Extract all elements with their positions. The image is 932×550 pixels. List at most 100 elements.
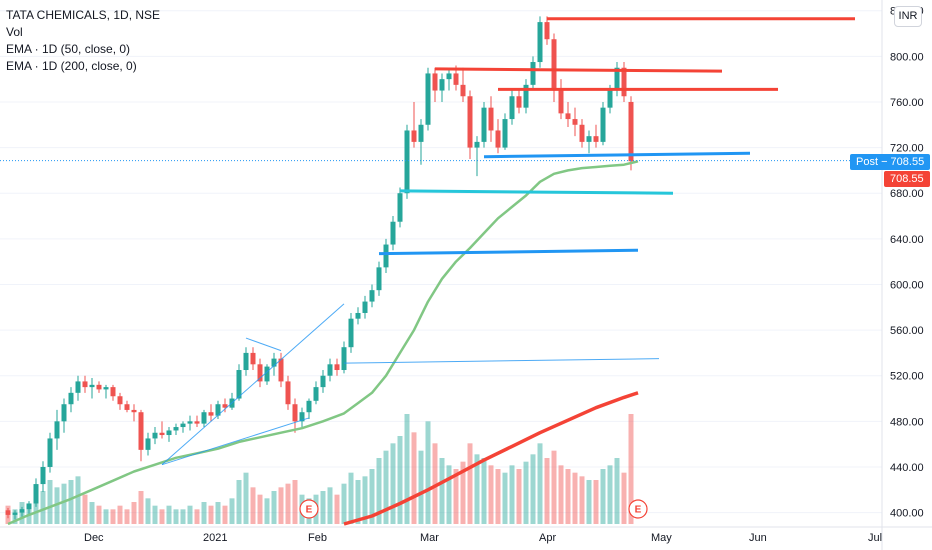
candle-body bbox=[110, 387, 116, 397]
earnings-marker-label: E bbox=[306, 505, 313, 516]
volume-bar bbox=[530, 454, 536, 524]
y-tick-label: 680.00 bbox=[890, 188, 924, 200]
volume-bar bbox=[278, 487, 284, 524]
candle-body bbox=[236, 370, 242, 399]
volume-bar bbox=[292, 480, 298, 524]
volume-bar bbox=[61, 483, 67, 524]
volume-bar bbox=[194, 509, 200, 524]
candle-body bbox=[432, 73, 438, 91]
volume-bar bbox=[390, 443, 396, 524]
volume-bar bbox=[607, 465, 613, 524]
candle-body bbox=[40, 466, 46, 485]
candle-body bbox=[579, 124, 585, 142]
volume-bar bbox=[75, 476, 81, 524]
volume-bar bbox=[264, 498, 270, 524]
ema50-line bbox=[7, 160, 639, 526]
candle-body bbox=[467, 96, 473, 148]
volume-bar bbox=[614, 458, 620, 524]
volume-bar bbox=[215, 502, 221, 524]
volume-bar bbox=[397, 436, 403, 524]
volume-bar bbox=[271, 491, 277, 524]
candle-body bbox=[586, 136, 592, 142]
candle-body bbox=[124, 404, 130, 410]
volume-bar bbox=[586, 480, 592, 524]
candle-body bbox=[159, 432, 165, 436]
candle-body bbox=[488, 107, 494, 131]
y-tick-label: 600.00 bbox=[890, 279, 924, 291]
volume-bar bbox=[257, 494, 263, 524]
candle-body bbox=[285, 381, 291, 405]
candle-body bbox=[131, 409, 137, 413]
volume-bar bbox=[544, 458, 550, 524]
volume-bar bbox=[600, 469, 606, 524]
volume-bar bbox=[537, 443, 543, 524]
candle-body bbox=[362, 301, 368, 313]
volume-bar bbox=[572, 472, 578, 524]
volume-bar bbox=[488, 465, 494, 524]
volume-bar bbox=[124, 509, 130, 524]
volume-bar bbox=[145, 498, 151, 524]
volume-bar bbox=[82, 494, 88, 524]
volume-bar bbox=[327, 487, 333, 524]
candle-body bbox=[12, 512, 18, 515]
candle-body bbox=[299, 412, 305, 422]
volume-bar bbox=[355, 480, 361, 524]
volume-bar bbox=[460, 461, 466, 524]
volume-bar bbox=[362, 476, 368, 524]
volume-bar bbox=[47, 480, 53, 524]
volume-bar bbox=[565, 469, 571, 524]
x-tick-label: May bbox=[651, 532, 672, 544]
candle-body bbox=[502, 119, 508, 148]
y-tick-label: 760.00 bbox=[890, 97, 924, 109]
candle-body bbox=[460, 84, 466, 97]
volume-bar bbox=[54, 487, 60, 524]
y-tick-label: 800.00 bbox=[890, 51, 924, 63]
volume-bar bbox=[551, 450, 557, 524]
candle-body bbox=[89, 384, 95, 388]
volume-bar bbox=[579, 476, 585, 524]
volume-bar bbox=[236, 480, 242, 524]
ema200-line bbox=[343, 391, 639, 526]
ema50-indicator[interactable]: EMA · 1D (50, close, 0) bbox=[6, 42, 131, 56]
ema200-indicator[interactable]: EMA · 1D (200, close, 0) bbox=[6, 59, 137, 73]
symbol-title[interactable]: TATA CHEMICALS, 1D, NSE bbox=[6, 8, 161, 22]
candle-body bbox=[404, 130, 410, 194]
currency-button[interactable]: INR bbox=[894, 6, 922, 27]
x-tick-label: Feb bbox=[308, 532, 327, 544]
y-tick-label: 520.00 bbox=[890, 371, 924, 383]
candle-body bbox=[257, 364, 263, 382]
x-tick-label: Jun bbox=[749, 532, 767, 544]
candle-body bbox=[376, 267, 382, 291]
vol-indicator[interactable]: Vol bbox=[6, 25, 23, 39]
candle-body bbox=[264, 366, 270, 382]
last-price-tag: 708.55 bbox=[884, 171, 930, 187]
volume-bar bbox=[131, 502, 137, 524]
candle-body bbox=[383, 244, 389, 268]
candle-body bbox=[327, 364, 333, 376]
candle-body bbox=[222, 404, 228, 408]
resistance-line bbox=[434, 67, 723, 73]
x-tick-label: 2021 bbox=[203, 532, 227, 544]
volume-bar bbox=[404, 414, 410, 524]
candle-body bbox=[446, 73, 452, 80]
volume-bar bbox=[152, 505, 158, 524]
y-tick-label: 400.00 bbox=[890, 508, 924, 520]
x-tick-label: Dec bbox=[84, 532, 104, 544]
earnings-marker bbox=[299, 499, 319, 519]
volume-bar bbox=[418, 450, 424, 524]
candles bbox=[5, 16, 634, 520]
candle-body bbox=[621, 67, 627, 97]
volume-bar bbox=[117, 505, 123, 524]
volume-bar bbox=[33, 494, 39, 524]
volume-bar bbox=[68, 480, 74, 524]
y-tick-label: 560.00 bbox=[890, 325, 924, 337]
volume-bar bbox=[495, 469, 501, 524]
volume-bar bbox=[481, 458, 487, 524]
volume-bar bbox=[425, 421, 431, 524]
candle-body bbox=[453, 73, 459, 85]
candle-body bbox=[19, 509, 25, 513]
candle-body bbox=[474, 141, 480, 148]
